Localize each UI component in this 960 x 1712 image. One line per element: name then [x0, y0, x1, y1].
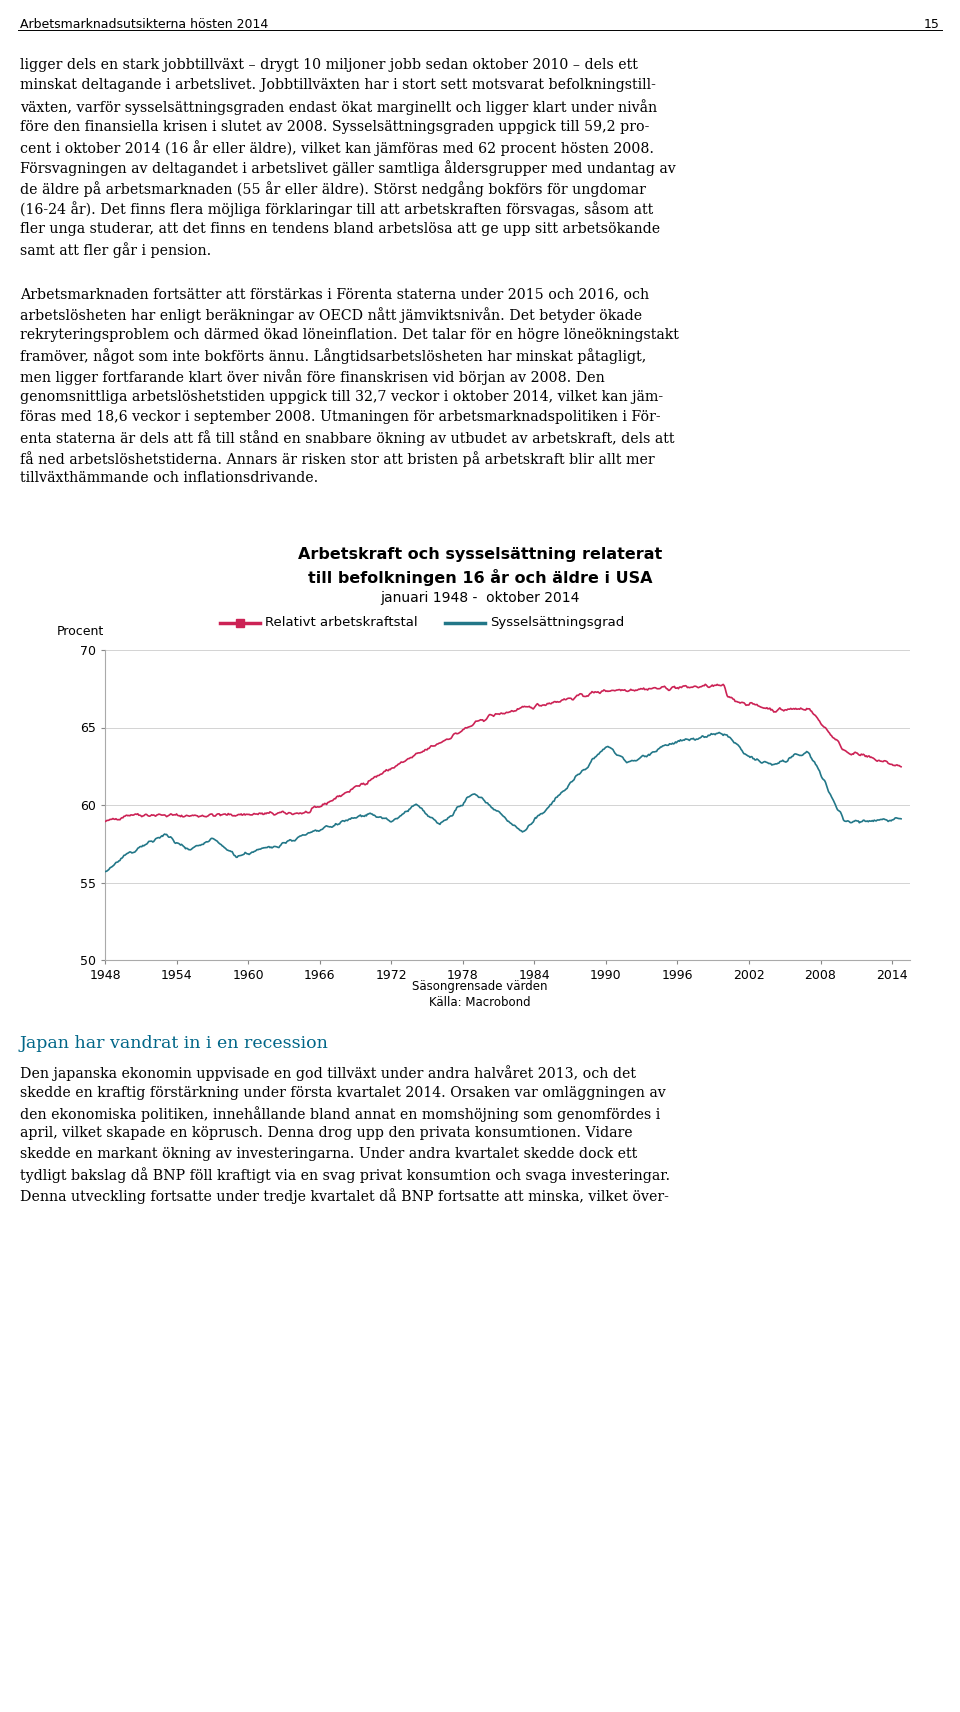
Text: framöver, något som inte bokförts ännu. Långtidsarbetslösheten har minskat påtag: framöver, något som inte bokförts ännu. …	[20, 349, 646, 365]
Text: genomsnittliga arbetslöshetstiden uppgick till 32,7 veckor i oktober 2014, vilke: genomsnittliga arbetslöshetstiden uppgic…	[20, 390, 663, 404]
Text: 15: 15	[924, 19, 940, 31]
Text: fler unga studerar, att det finns en tendens bland arbetslösa att ge upp sitt ar: fler unga studerar, att det finns en ten…	[20, 223, 660, 236]
Text: Försvagningen av deltagandet i arbetslivet gäller samtliga åldersgrupper med und: Försvagningen av deltagandet i arbetsliv…	[20, 161, 676, 176]
Text: föras med 18,6 veckor i september 2008. Utmaningen för arbetsmarknadspolitiken i: föras med 18,6 veckor i september 2008. …	[20, 409, 660, 425]
Text: Arbetskraft och sysselsättning relaterat: Arbetskraft och sysselsättning relaterat	[298, 548, 662, 562]
Text: Arbetsmarknaden fortsätter att förstärkas i Förenta staterna under 2015 och 2016: Arbetsmarknaden fortsätter att förstärka…	[20, 288, 649, 301]
Text: tydligt bakslag då BNP föll kraftigt via en svag privat konsumtion och svaga inv: tydligt bakslag då BNP föll kraftigt via…	[20, 1168, 670, 1183]
Text: tillväxthämmande och inflationsdrivande.: tillväxthämmande och inflationsdrivande.	[20, 471, 319, 486]
Text: april, vilket skapade en köprusch. Denna drog upp den privata konsumtionen. Vida: april, vilket skapade en köprusch. Denna…	[20, 1126, 633, 1140]
Text: arbetslösheten har enligt beräkningar av OECD nått jämviktsnivån. Det betyder ök: arbetslösheten har enligt beräkningar av…	[20, 308, 642, 324]
Text: (16-24 år). Det finns flera möjliga förklaringar till att arbetskraften försvaga: (16-24 år). Det finns flera möjliga förk…	[20, 202, 653, 217]
Text: före den finansiella krisen i slutet av 2008. Sysselsättningsgraden uppgick till: före den finansiella krisen i slutet av …	[20, 120, 649, 134]
Text: januari 1948 -  oktober 2014: januari 1948 - oktober 2014	[380, 591, 580, 604]
Text: Denna utveckling fortsatte under tredje kvartalet då BNP fortsatte att minska, v: Denna utveckling fortsatte under tredje …	[20, 1188, 669, 1204]
Text: den ekonomiska politiken, innehållande bland annat en momshöjning som genomförde: den ekonomiska politiken, innehållande b…	[20, 1106, 660, 1121]
Text: men ligger fortfarande klart över nivån före finanskrisen vid början av 2008. De: men ligger fortfarande klart över nivån …	[20, 370, 605, 385]
Text: ligger dels en stark jobbtillväxt – drygt 10 miljoner jobb sedan oktober 2010 – : ligger dels en stark jobbtillväxt – dryg…	[20, 58, 637, 72]
Text: Källa: Macrobond: Källa: Macrobond	[429, 996, 531, 1008]
Text: Japan har vandrat in i en recession: Japan har vandrat in i en recession	[20, 1036, 329, 1051]
Text: enta staterna är dels att få till stånd en snabbare ökning av utbudet av arbetsk: enta staterna är dels att få till stånd …	[20, 430, 675, 447]
Text: skedde en kraftig förstärkning under första kvartalet 2014. Orsaken var omläggni: skedde en kraftig förstärkning under för…	[20, 1085, 665, 1099]
Text: växten, varför sysselsättningsgraden endast ökat marginellt och ligger klart und: växten, varför sysselsättningsgraden end…	[20, 99, 658, 115]
Text: Relativt arbetskraftstal: Relativt arbetskraftstal	[265, 616, 418, 628]
Text: Arbetsmarknadsutsikterna hösten 2014: Arbetsmarknadsutsikterna hösten 2014	[20, 19, 268, 31]
Text: skedde en markant ökning av investeringarna. Under andra kvartalet skedde dock e: skedde en markant ökning av investeringa…	[20, 1147, 637, 1161]
Text: Sysselsättningsgrad: Sysselsättningsgrad	[490, 616, 624, 628]
Text: samt att fler går i pension.: samt att fler går i pension.	[20, 243, 211, 259]
Text: minskat deltagande i arbetslivet. Jobbtillväxten har i stort sett motsvarat befo: minskat deltagande i arbetslivet. Jobbti…	[20, 79, 656, 92]
Text: rekryteringsproblem och därmed ökad löneinflation. Det talar för en högre löneök: rekryteringsproblem och därmed ökad löne…	[20, 329, 679, 342]
Text: Procent: Procent	[57, 625, 104, 637]
Text: Den japanska ekonomin uppvisade en god tillväxt under andra halvåret 2013, och d: Den japanska ekonomin uppvisade en god t…	[20, 1065, 636, 1080]
Text: de äldre på arbetsmarknaden (55 år eller äldre). Störst nedgång bokförs för ungd: de äldre på arbetsmarknaden (55 år eller…	[20, 181, 646, 197]
Text: Säsongrensade värden: Säsongrensade värden	[412, 979, 548, 993]
Text: till befolkningen 16 år och äldre i USA: till befolkningen 16 år och äldre i USA	[308, 568, 652, 586]
Text: cent i oktober 2014 (16 år eller äldre), vilket kan jämföras med 62 procent höst: cent i oktober 2014 (16 år eller äldre),…	[20, 140, 654, 156]
Text: få ned arbetslöshetstiderna. Annars är risken stor att bristen på arbetskraft bl: få ned arbetslöshetstiderna. Annars är r…	[20, 450, 655, 467]
